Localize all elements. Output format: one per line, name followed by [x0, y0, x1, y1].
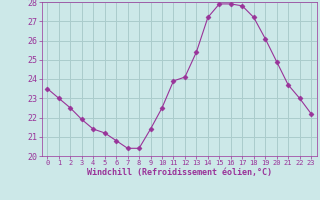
X-axis label: Windchill (Refroidissement éolien,°C): Windchill (Refroidissement éolien,°C) [87, 168, 272, 177]
